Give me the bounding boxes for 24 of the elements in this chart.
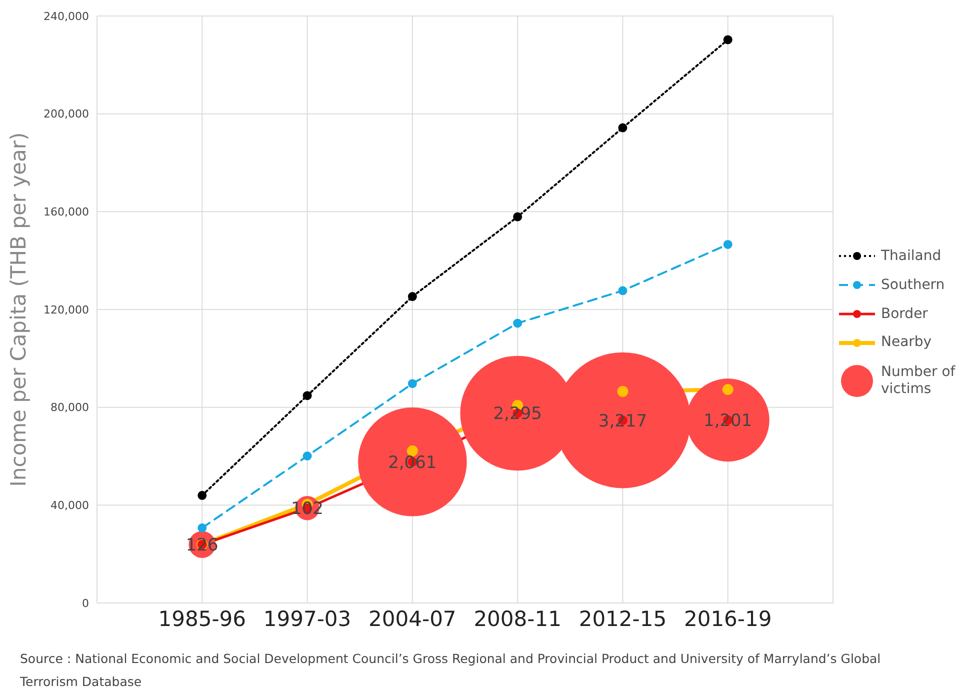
y-tick-label: 200,000 [44,108,89,121]
legend-label: Border [881,306,929,322]
data-label: 3,217 [598,411,648,432]
legend-label: Number of victims [881,364,956,398]
y-tick-label: 0 [82,596,89,610]
x-tick-label: 2008-11 [474,606,562,631]
y-tick-label: 240,000 [44,10,89,23]
y-tick-label: 80,000 [50,401,89,414]
x-tick-label: 2012-15 [578,606,667,631]
data-label: 1,201 [704,411,752,432]
data-label: 2,061 [388,452,437,473]
source-note: Source : National Economic and Social Development Council’s Gross Regional and Provincial Product and University of Marryland’s Global Terrorism Database [20,650,882,688]
y-tick-label: 40,000 [50,499,89,512]
y-tick-label: 160,000 [44,206,89,219]
data-label: 2,295 [493,404,542,424]
y-axis-title: Income per Capita (THB per year) [6,132,30,487]
legend-label: Southern [881,276,946,294]
x-tick-label: 2016-19 [684,606,772,631]
legend-label: Thailand [881,248,942,265]
x-tick-label: 1997-03 [263,606,352,631]
y-tick-label: 120,000 [44,303,89,316]
x-tick-label: 1985-96 [158,606,246,631]
legend-label: Nearby [881,334,933,352]
x-tick-label: 2004-07 [368,606,456,631]
